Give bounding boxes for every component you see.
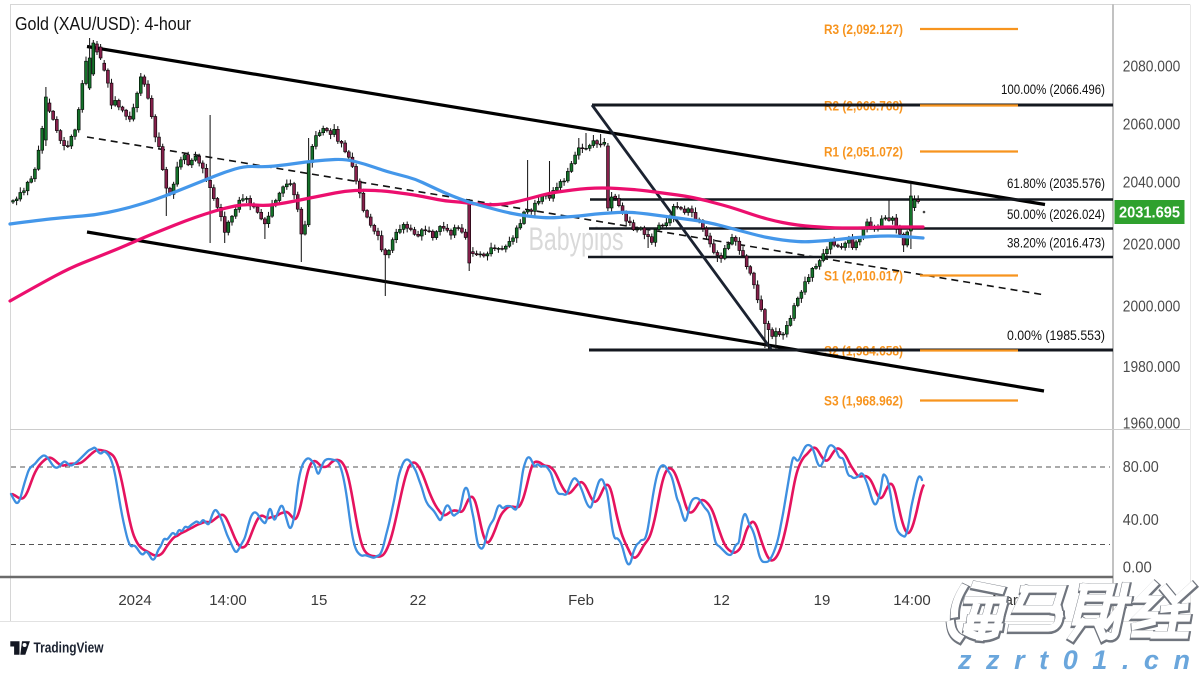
svg-text:14:00: 14:00 [209,592,247,609]
svg-text:80.00: 80.00 [1123,459,1159,476]
svg-text:19: 19 [814,592,831,609]
svg-text:Gold (XAU/USD): 4-hour: Gold (XAU/USD): 4-hour [15,13,191,34]
svg-text:50.00% (2026.024): 50.00% (2026.024) [1007,206,1105,222]
svg-text:2080.000: 2080.000 [1123,59,1181,76]
svg-text:S3 (1,968.962): S3 (1,968.962) [824,394,903,409]
svg-text:S1 (2,010.017): S1 (2,010.017) [824,269,903,284]
svg-text:zzrt01.cn: zzrt01.cn [957,645,1190,675]
svg-text:2024: 2024 [118,592,151,609]
svg-text:100.00% (2066.496): 100.00% (2066.496) [1001,81,1105,97]
svg-text:1980.000: 1980.000 [1123,359,1181,376]
svg-text:40.00: 40.00 [1123,512,1159,529]
svg-text:1960.000: 1960.000 [1123,416,1181,433]
svg-text:2000.000: 2000.000 [1123,299,1181,316]
svg-text:0.00% (1985.553): 0.00% (1985.553) [1007,327,1105,343]
svg-text:2020.000: 2020.000 [1123,237,1181,254]
svg-text:61.80% (2035.576): 61.80% (2035.576) [1007,175,1105,191]
svg-text:15: 15 [311,592,328,609]
svg-text:Babypips: Babypips [529,221,624,257]
svg-text:12: 12 [713,592,730,609]
svg-text:2040.000: 2040.000 [1123,175,1181,192]
svg-text:38.20% (2016.473): 38.20% (2016.473) [1007,235,1105,251]
svg-text:0.00: 0.00 [1123,560,1152,577]
svg-text:2060.000: 2060.000 [1123,117,1181,134]
svg-text:14:00: 14:00 [893,592,931,609]
svg-text:TradingView: TradingView [34,641,105,657]
svg-text:R1 (2,051.072): R1 (2,051.072) [824,145,903,160]
svg-text:2031.695: 2031.695 [1119,205,1180,222]
svg-text:Feb: Feb [568,592,594,609]
svg-text:R3 (2,092.127): R3 (2,092.127) [824,22,903,37]
svg-text:22: 22 [410,592,427,609]
